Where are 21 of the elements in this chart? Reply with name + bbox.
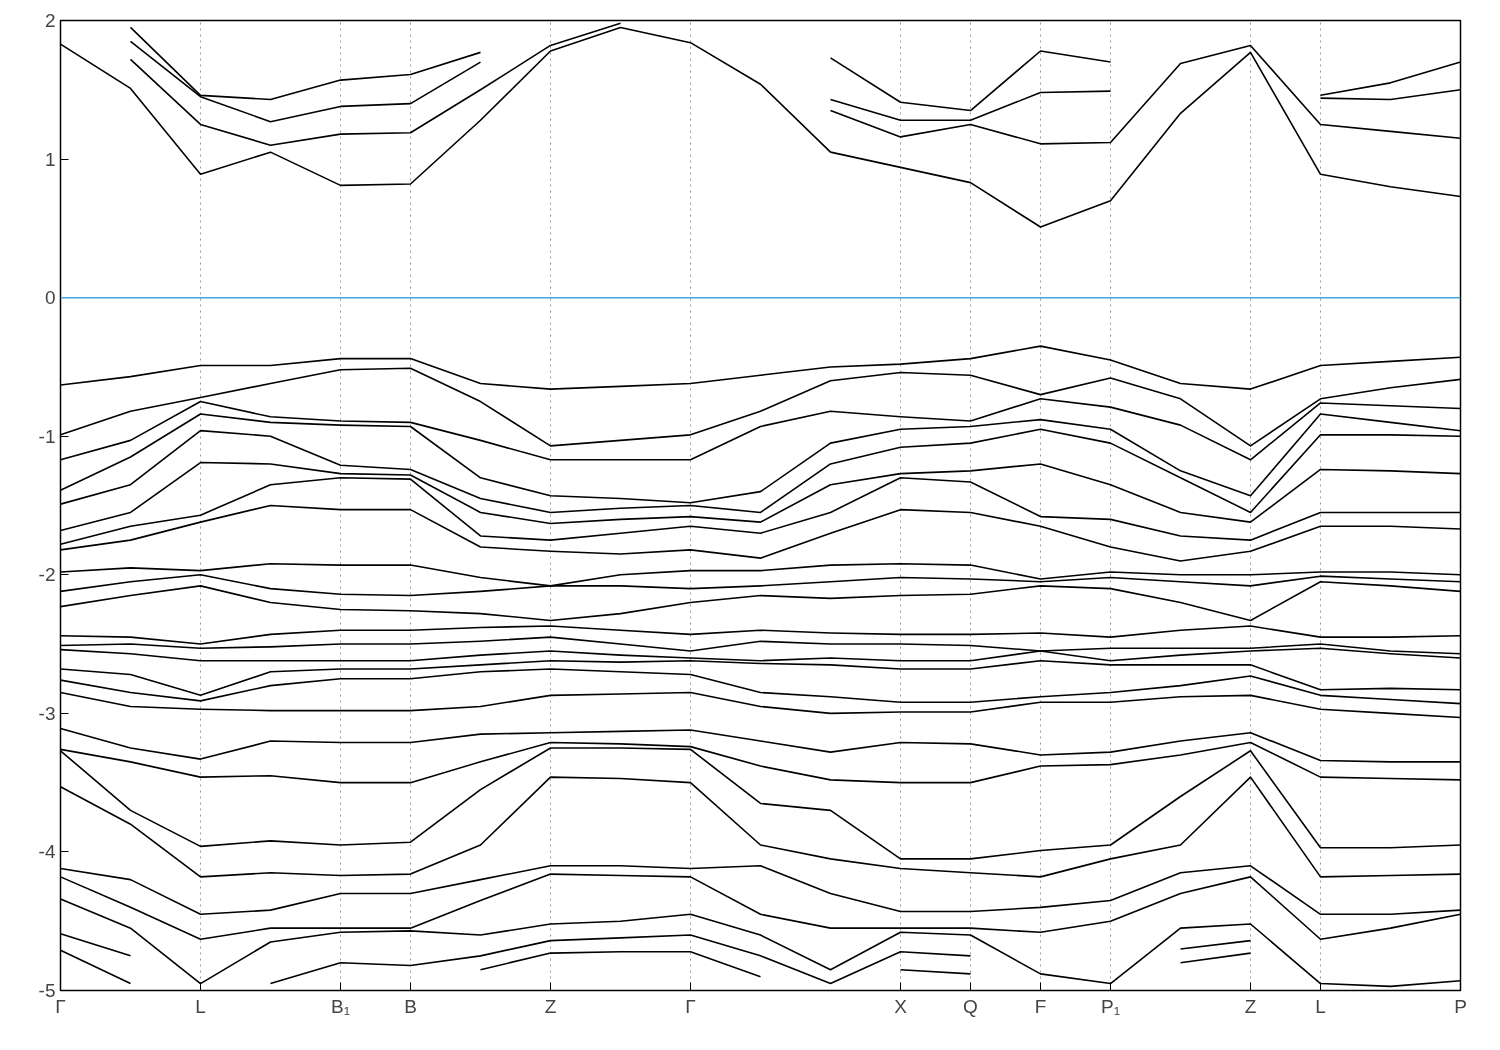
- x-tick-label: B₁: [330, 995, 351, 1017]
- y-tick-label: 2: [44, 10, 56, 31]
- x-tick-label: Q: [963, 995, 978, 1017]
- x-tick-label: Γ: [685, 995, 696, 1017]
- x-tick-label: Γ: [55, 995, 66, 1017]
- x-tick-label: Z: [1244, 995, 1257, 1017]
- x-tick-label: L: [195, 995, 206, 1017]
- y-tick-label: -2: [38, 564, 56, 586]
- x-tick-label: B: [404, 995, 417, 1017]
- x-tick-label: X: [894, 995, 908, 1017]
- y-tick-label: -5: [38, 980, 56, 1001]
- y-tick-label: 0: [44, 287, 56, 309]
- x-tick-label: L: [1315, 995, 1326, 1017]
- x-tick-label: Z: [544, 995, 557, 1017]
- x-tick-label: F: [1034, 995, 1047, 1017]
- y-tick-label: -1: [38, 425, 56, 447]
- x-tick-label: P: [1454, 995, 1467, 1017]
- y-tick-label: -3: [38, 702, 56, 724]
- y-tick-label: -4: [38, 841, 56, 863]
- y-tick-label: 1: [44, 148, 56, 170]
- x-tick-label: P₁: [1100, 995, 1121, 1017]
